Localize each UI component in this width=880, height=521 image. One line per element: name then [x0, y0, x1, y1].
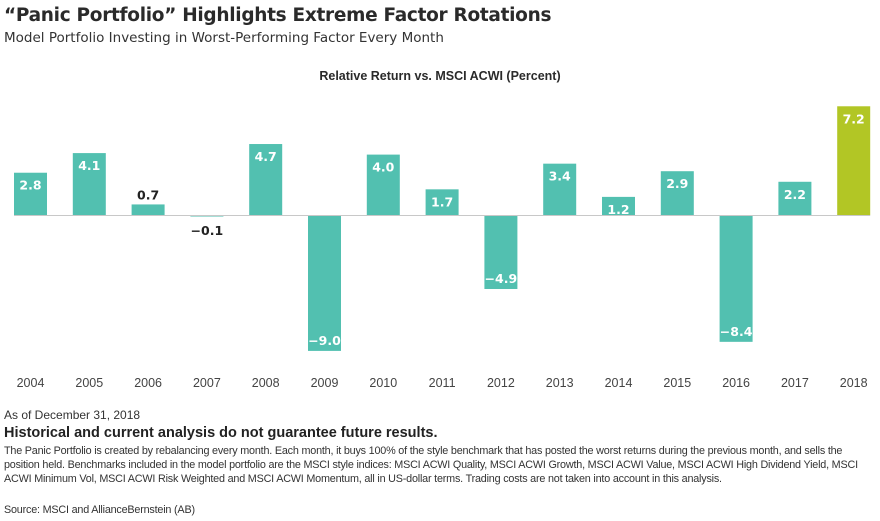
page-title: “Panic Portfolio” Highlights Extreme Fac…	[4, 5, 552, 26]
data-labels-group: 2.8 4.1 0.7 −0.1 4.7 −9.0 4.0 1.7 −4.9 3.4 1.2 2.9 −…	[19, 111, 864, 348]
x-tick-label-2004: 2004	[17, 376, 45, 390]
chart-title: Relative Return vs. MSCI ACWI (Percent)	[319, 69, 561, 83]
x-tick-label-2015: 2015	[663, 376, 691, 390]
bar-2008	[249, 144, 283, 215]
data-label-2009: −9.0	[308, 333, 341, 348]
source-note: Source: MSCI and AllianceBernstein (AB)	[4, 504, 195, 516]
bar-2017	[778, 181, 812, 215]
data-label-2010: 4.0	[372, 160, 394, 175]
x-tick-label-2011: 2011	[429, 376, 456, 390]
data-label-2012: −4.9	[485, 271, 518, 286]
x-tick-label-2014: 2014	[605, 376, 633, 390]
x-tick-label-2009: 2009	[311, 376, 339, 390]
x-tick-labels-group: 2004 2005 2006 2007 2008 2009 2010 2011 2012 2013…	[17, 376, 868, 390]
as-of-date: As of December 31, 2018	[4, 408, 141, 422]
x-tick-label-2008: 2008	[252, 376, 280, 390]
bar-2011	[425, 189, 459, 215]
disclaimer: Historical and current analysis do not g…	[4, 425, 438, 441]
bar-2014	[602, 196, 635, 215]
x-tick-label-2006: 2006	[134, 376, 162, 390]
x-tick-label-2010: 2010	[369, 376, 397, 390]
bar-2015	[660, 171, 694, 215]
bar-2018	[837, 106, 871, 215]
data-label-2015: 2.9	[666, 176, 688, 191]
page-subtitle: Model Portfolio Investing in Worst-Perfo…	[4, 30, 444, 46]
data-label-2014: 1.2	[607, 202, 629, 217]
data-label-2008: 4.7	[255, 149, 277, 164]
x-tick-label-2016: 2016	[722, 376, 750, 390]
data-label-2006: 0.7	[137, 187, 159, 202]
x-tick-label-2017: 2017	[781, 376, 809, 390]
data-label-2011: 1.7	[431, 194, 453, 209]
x-tick-label-2013: 2013	[546, 376, 574, 390]
bar-2010	[366, 154, 400, 215]
data-label-2007: −0.1	[191, 223, 224, 238]
data-label-2017: 2.2	[784, 187, 806, 202]
x-tick-label-2005: 2005	[75, 376, 103, 390]
methodology-note: The Panic Portfolio is created by rebala…	[4, 445, 858, 486]
bar-2012	[484, 215, 518, 289]
bar-chart: 2.8 4.1 0.7 −0.1 4.7 −9.0 4.0 1.7 −4.9 3.4 1.2 2.9 −…	[14, 106, 871, 390]
bar-2009	[308, 215, 341, 351]
bar-2013	[543, 163, 577, 215]
data-label-2018: 7.2	[843, 111, 865, 126]
bar-2004	[14, 172, 47, 215]
bar-2016	[719, 215, 753, 342]
bars-group	[14, 106, 871, 351]
x-tick-label-2018: 2018	[840, 376, 868, 390]
data-label-2005: 4.1	[78, 158, 100, 173]
data-label-2016: −8.4	[720, 324, 753, 339]
x-tick-label-2012: 2012	[487, 376, 515, 390]
data-label-2004: 2.8	[19, 178, 41, 193]
data-label-2013: 3.4	[549, 169, 571, 184]
bar-2005	[72, 153, 106, 215]
bar-2006	[131, 204, 165, 215]
x-tick-label-2007: 2007	[193, 376, 221, 390]
